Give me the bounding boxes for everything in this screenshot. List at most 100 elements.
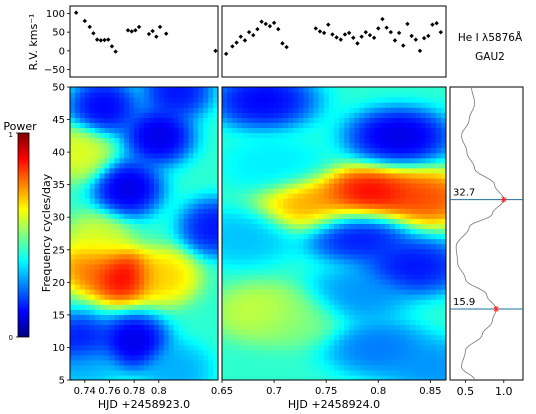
rv-point: [342, 32, 348, 37]
hjd-x-ticks-right: 0.65 0.7 0.75 0.8 0.85: [211, 380, 442, 397]
rv-point: [426, 33, 431, 39]
x-tick-label: 0.78: [123, 386, 145, 397]
rv-point: [401, 43, 406, 48]
peak-marker: [493, 306, 500, 313]
rv-points-left: [73, 10, 218, 54]
rv-y-tick-label: 50: [52, 28, 65, 39]
rv-point: [421, 35, 427, 41]
rv-point: [346, 30, 352, 36]
rv-point: [157, 24, 163, 30]
colorbar-strip: [17, 132, 30, 338]
peak-label: 32.7: [453, 188, 475, 199]
rv-point: [313, 26, 318, 31]
spectral-line-label: He I λ5876Å: [458, 31, 523, 44]
rv-point: [106, 37, 111, 42]
rv-point: [276, 26, 281, 32]
power-curve-panel: 32.7 15.9 0.5 1.0: [449, 86, 524, 398]
rv-point: [263, 21, 268, 27]
rv-point: [136, 24, 142, 30]
y-tick-label: 50: [52, 83, 65, 94]
rv-point: [417, 48, 423, 54]
rv-point: [317, 29, 323, 34]
x-tick-label: 0.85: [419, 386, 441, 397]
rv-point: [87, 24, 92, 30]
colorbar-title: Power: [3, 120, 37, 133]
y-tick-label: 15: [52, 310, 65, 321]
rv-point: [91, 31, 96, 36]
rv-panel-right: [221, 5, 447, 78]
x-tick-label: 0.75: [315, 386, 337, 397]
colorbar-tick-top: 1: [9, 131, 13, 139]
x-axis-label-right: HJD +2458924.0: [288, 398, 380, 411]
rv-point: [359, 34, 364, 39]
rv-point: [376, 26, 381, 31]
rv-point: [82, 18, 87, 24]
frequency-y-axis-label: Frequency cycles/day: [40, 173, 53, 292]
power-peaks: 32.7 15.9: [450, 188, 523, 313]
rv-point: [396, 30, 402, 36]
rv-point: [271, 20, 277, 26]
rv-point: [405, 21, 410, 27]
rv-point: [246, 29, 252, 35]
power-x-ticks: 0.5 1.0: [457, 380, 513, 398]
rv-point: [150, 28, 155, 34]
rv-point: [388, 29, 393, 35]
peak-marker: [500, 196, 507, 203]
power-x-tick-label: 0.5: [457, 385, 475, 398]
y-tick-label: 30: [52, 213, 65, 224]
rv-point: [164, 31, 169, 36]
rv-point: [392, 38, 398, 43]
rv-point: [363, 29, 368, 35]
rv-axes-left: [69, 5, 219, 78]
rv-point: [267, 23, 273, 29]
peak-label: 15.9: [453, 297, 475, 308]
rv-point: [409, 33, 414, 39]
x-tick-label: 0.76: [98, 386, 120, 397]
rv-point: [133, 28, 138, 33]
rv-point: [380, 16, 385, 22]
rv-point: [259, 19, 264, 24]
rv-point: [438, 29, 443, 35]
rv-point: [146, 31, 152, 37]
star-label: GAU2: [475, 51, 505, 63]
rv-point: [242, 38, 248, 43]
power-axes: [449, 86, 524, 381]
rv-point: [238, 34, 243, 39]
heatmap-cells-right: [222, 87, 446, 380]
rv-y-axis-label: R.V. kms⁻¹: [27, 14, 40, 71]
rv-point: [334, 35, 339, 40]
rv-point: [355, 41, 360, 46]
rv-point: [113, 49, 118, 54]
rv-point: [384, 25, 389, 30]
heatmap-axes-right: [221, 86, 447, 381]
rv-point: [109, 44, 115, 49]
rv-point: [434, 20, 439, 26]
frequency-y-ticks: 5 10 15 20 25 30 35 40 45 50: [52, 83, 70, 387]
rv-y-tick-label: −50: [44, 65, 65, 76]
power-x-tick-label: 1.0: [495, 385, 513, 398]
heatmap-cells-left: [70, 87, 218, 380]
power-curve: [455, 86, 505, 381]
rv-panel-left: 100 50 0 −50: [44, 5, 219, 78]
y-tick-label: 45: [52, 115, 65, 126]
rv-point: [413, 37, 418, 42]
rv-point: [430, 22, 435, 27]
rv-point: [154, 34, 159, 39]
rv-y-ticks: 100 50 0 −50: [44, 9, 70, 76]
rv-y-tick-label: 100: [46, 9, 65, 20]
y-tick-label: 5: [59, 376, 65, 387]
y-tick-label: 20: [52, 278, 65, 289]
rv-point: [102, 37, 107, 43]
rv-point: [234, 40, 239, 45]
rv-axes-right: [221, 5, 447, 78]
rv-point: [284, 44, 289, 50]
heatmap-right: [222, 87, 446, 380]
rv-point: [94, 37, 100, 42]
rv-point: [230, 44, 235, 49]
heatmap-left: [70, 87, 218, 380]
rv-point: [73, 10, 79, 15]
heatmap-axes-left: [69, 86, 219, 381]
rv-point: [255, 26, 260, 32]
colorbar-tick-bottom: 0: [9, 334, 13, 342]
